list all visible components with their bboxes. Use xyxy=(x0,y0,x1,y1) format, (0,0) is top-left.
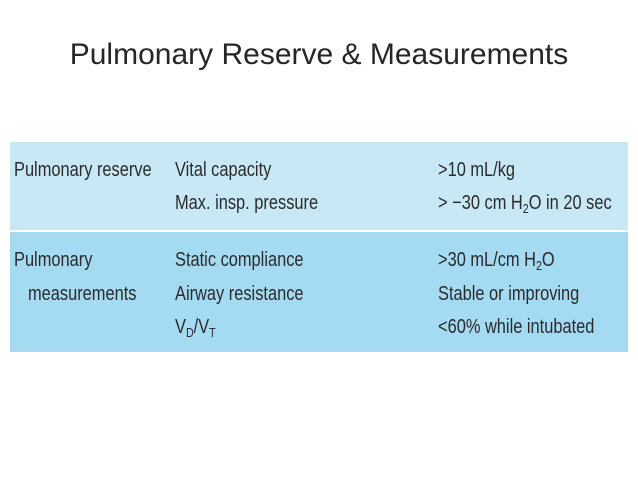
subscript: T xyxy=(209,325,216,340)
subscript: 2 xyxy=(535,258,542,273)
measure: VD/VT xyxy=(175,315,216,339)
criterion: > −30 cm H2O in 20 sec xyxy=(438,191,612,215)
text: >30 mL/cm H xyxy=(438,249,536,271)
measure: Airway resistance xyxy=(175,283,304,305)
subscript: 2 xyxy=(522,201,529,216)
group-label: Pulmonary reserve xyxy=(14,159,152,181)
text: /V xyxy=(193,316,210,338)
text: O xyxy=(541,249,555,271)
measure: Static compliance xyxy=(175,249,304,271)
subscript: D xyxy=(185,325,194,340)
slide-title: Pulmonary Reserve & Measurements xyxy=(69,38,569,71)
text: V xyxy=(175,316,186,338)
criterion: >10 mL/kg xyxy=(438,159,516,181)
criterion: <60% while intubated xyxy=(438,316,595,338)
group-label: measurements xyxy=(28,283,137,305)
row-band xyxy=(10,142,628,230)
criterion: >30 mL/cm H2O xyxy=(438,248,555,272)
text: > −30 cm H xyxy=(438,192,523,214)
criterion: Stable or improving xyxy=(438,283,580,305)
measure: Vital capacity xyxy=(175,159,272,181)
measure: Max. insp. pressure xyxy=(175,192,319,214)
group-label: Pulmonary xyxy=(14,249,93,271)
row-band xyxy=(10,232,628,352)
text: O in 20 sec xyxy=(528,192,612,214)
